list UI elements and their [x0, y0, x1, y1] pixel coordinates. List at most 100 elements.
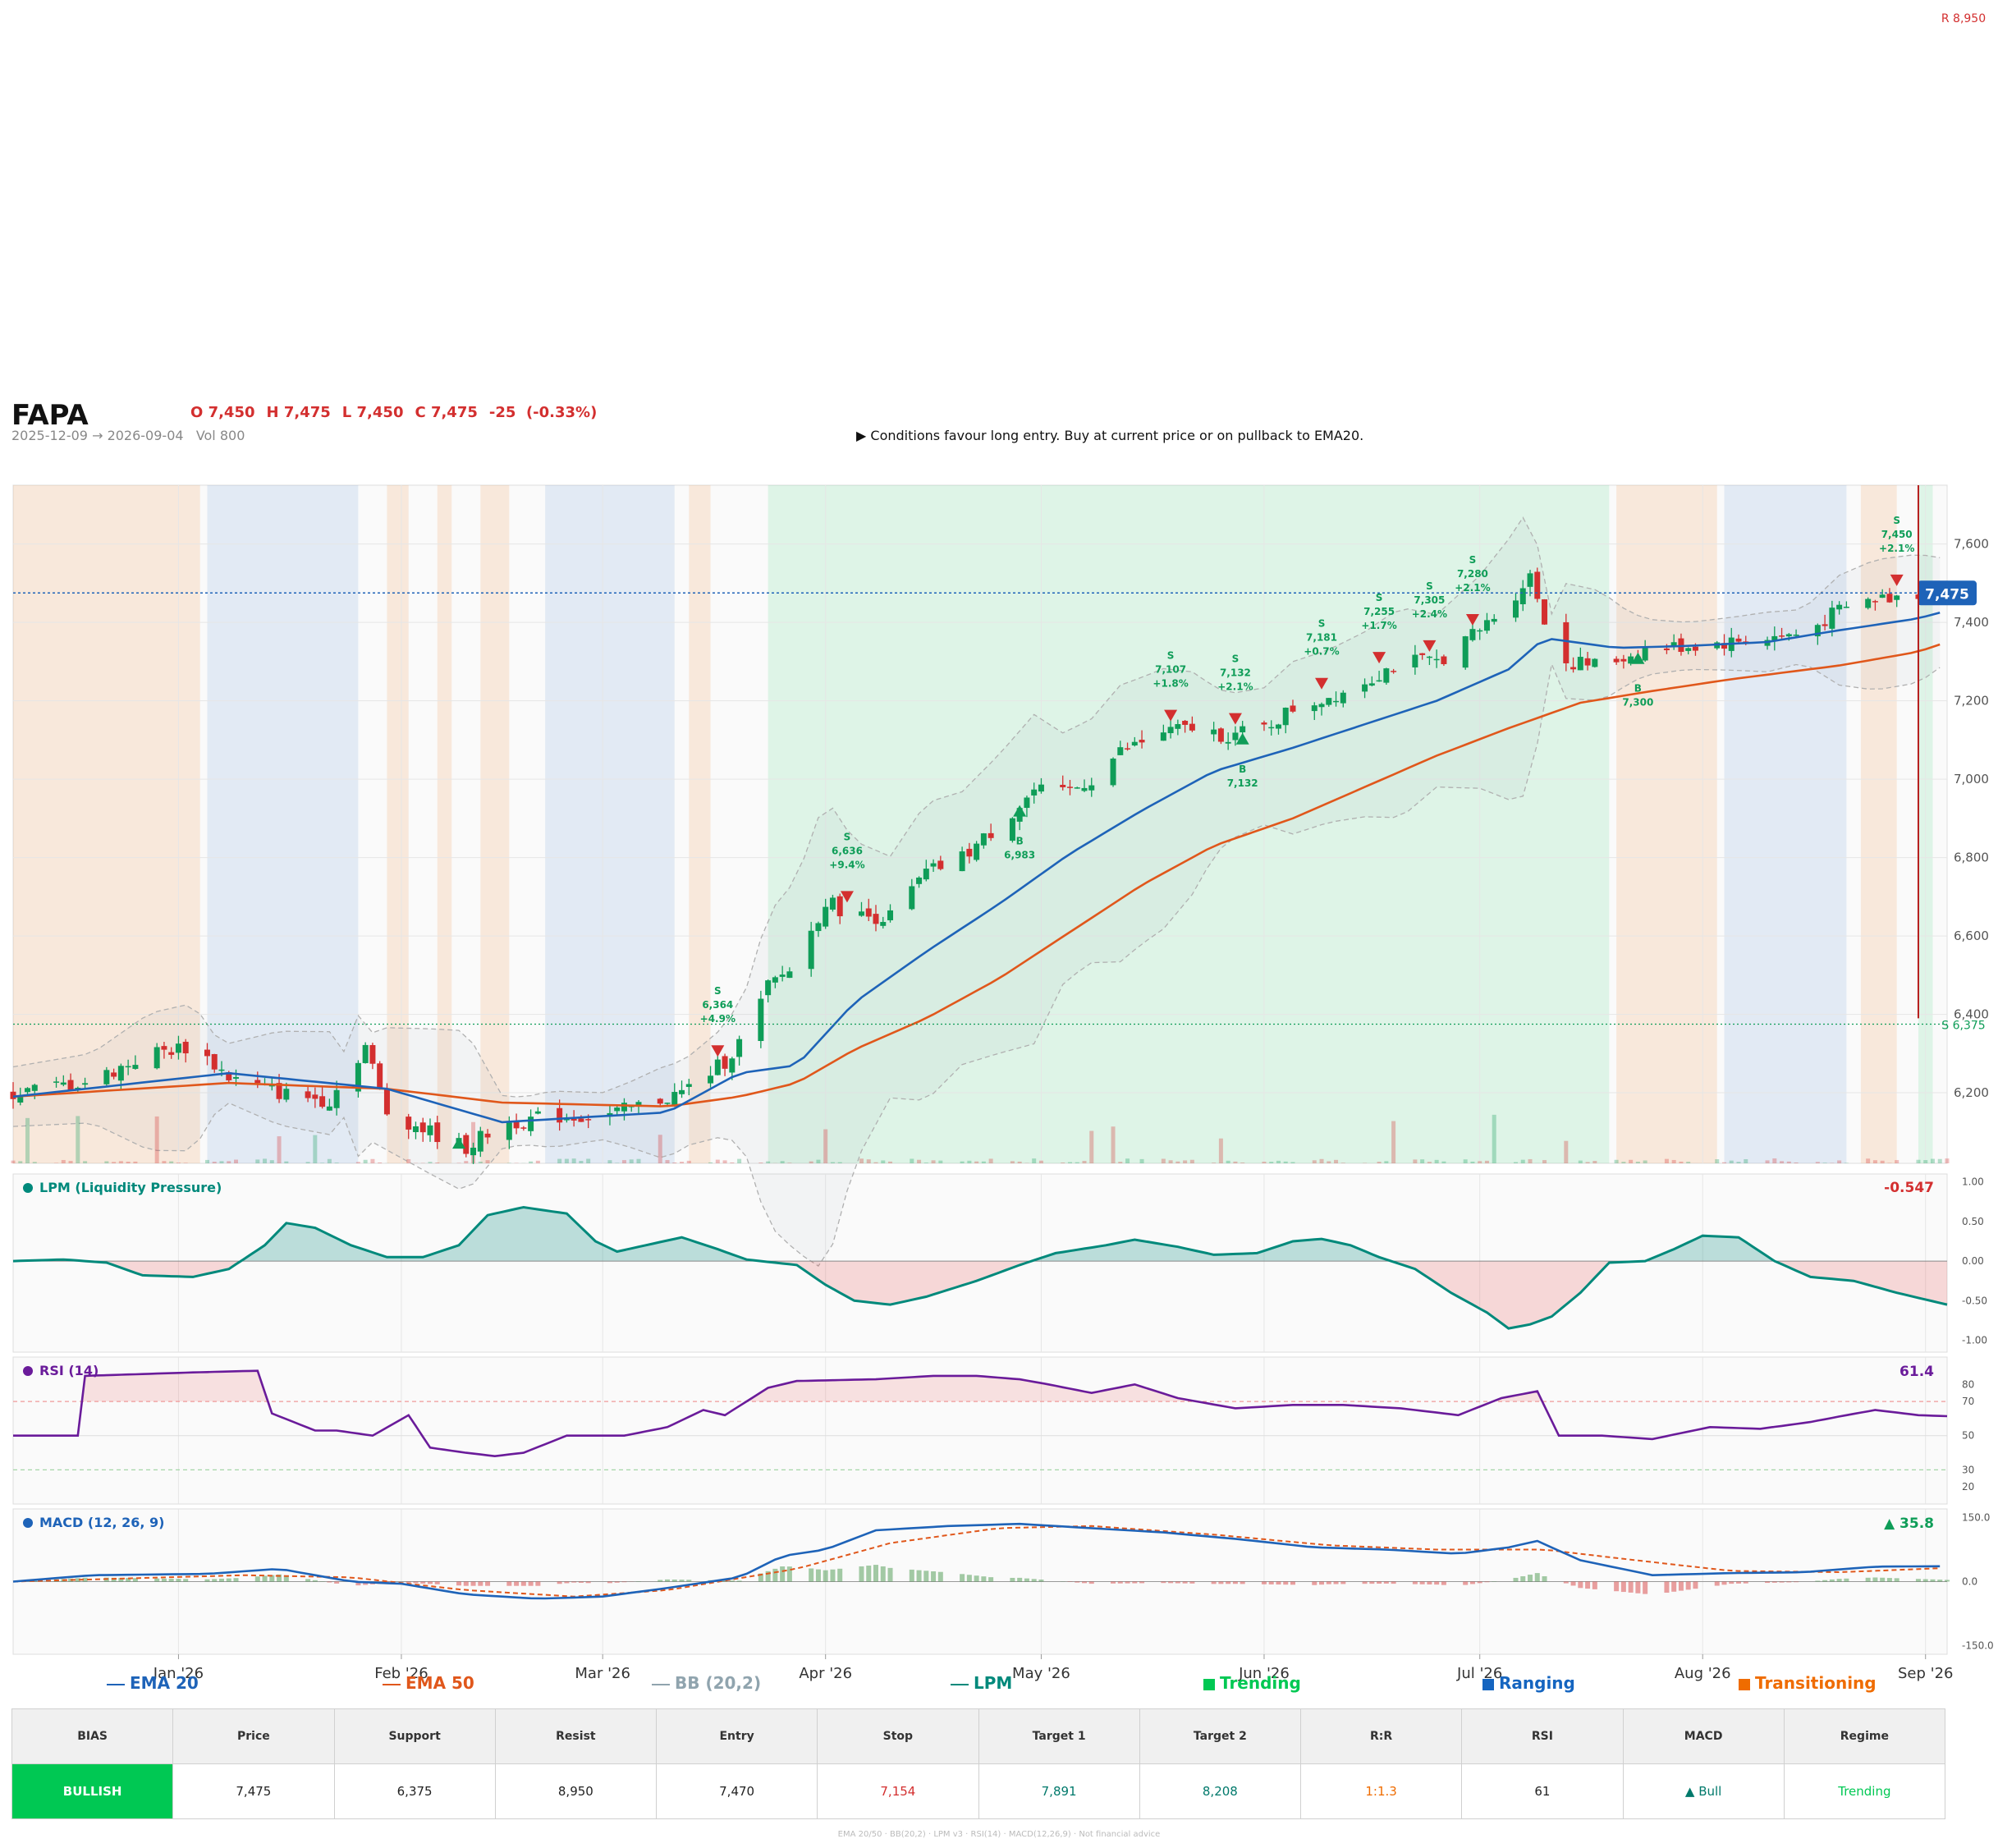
macd-histogram-bar: [277, 1574, 282, 1582]
legend-transitioning-label: Transitioning: [1755, 1673, 1877, 1693]
legend-transitioning: Transitioning: [1739, 1673, 1877, 1693]
candle-body: [557, 1107, 563, 1123]
volume-bar: [535, 1160, 540, 1163]
sell-signal-marker: [1423, 640, 1437, 652]
volume-bar: [737, 1158, 742, 1163]
candle-body: [520, 1127, 527, 1129]
candle-body: [1139, 740, 1145, 743]
signal-pct-label: +2.1%: [1455, 582, 1490, 594]
macd-histogram-bar: [931, 1571, 937, 1582]
signal-side-label: S: [1376, 592, 1383, 603]
volume-bar: [1168, 1160, 1173, 1163]
candle-body: [53, 1081, 60, 1083]
candle-body: [1822, 624, 1828, 626]
macd-value: ▲ Bull: [1622, 1763, 1785, 1819]
volume-bar: [1786, 1161, 1791, 1163]
candle-body: [161, 1046, 167, 1050]
volume-bar: [621, 1160, 626, 1163]
macd-histogram-bar: [506, 1581, 512, 1586]
volume-bar: [1478, 1161, 1482, 1163]
legend-transitioning-swatch: [1739, 1678, 1750, 1690]
signal-price-label: 7,305: [1414, 594, 1445, 606]
date-range: 2025-12-09 → 2026-09-04: [11, 428, 184, 443]
candle-body: [664, 1103, 671, 1104]
macd-histogram-bar: [1922, 1579, 1928, 1582]
macd-histogram-bar: [1477, 1581, 1482, 1584]
volume-bar: [1916, 1159, 1921, 1163]
footer-note: EMA 20/50 · BB(20,2) · LPM v3 · RSI(14) …: [837, 1830, 1161, 1839]
candle-body: [1563, 621, 1570, 663]
macd-histogram-bar: [1226, 1581, 1231, 1584]
macd-histogram-bar: [815, 1569, 821, 1582]
signal-pct-label: +2.1%: [1879, 543, 1914, 554]
candle-body: [865, 908, 872, 917]
macd-histogram-bar: [1822, 1580, 1828, 1582]
signal-side-label: S: [1167, 650, 1175, 662]
volume-bar: [406, 1158, 411, 1163]
volume-bar: [112, 1162, 117, 1163]
candle-body: [312, 1094, 318, 1099]
macd-histogram-bar: [1211, 1581, 1217, 1584]
macd-histogram-bar: [1441, 1581, 1446, 1585]
candle-body: [175, 1043, 181, 1053]
macd-histogram-bar: [1815, 1580, 1821, 1582]
candle-body: [1074, 787, 1080, 789]
macd-histogram-bar: [226, 1578, 231, 1582]
resistance-label: R 8,950: [1941, 12, 1986, 25]
rsi-current-value: 61.4: [1899, 1364, 1934, 1380]
macd-histogram-bar: [1765, 1581, 1771, 1584]
volume-bar: [888, 1161, 893, 1163]
volume-bar: [1772, 1158, 1777, 1163]
macd-histogram-bar: [1240, 1581, 1245, 1584]
macd-histogram-bar: [327, 1581, 332, 1583]
low-value: L 7,450: [341, 404, 404, 421]
volume-bar: [830, 1162, 835, 1163]
bollinger-upper: [12, 516, 1941, 1098]
candle-body: [233, 1076, 240, 1079]
volume-bar: [708, 1162, 713, 1163]
pane-price-frame: [12, 484, 1948, 1164]
volume-bar: [1872, 1160, 1877, 1163]
candle-body: [1009, 818, 1015, 841]
candle-body: [1376, 680, 1382, 682]
candle-body: [909, 886, 915, 910]
candle-body: [463, 1135, 470, 1154]
candle-body: [1131, 741, 1138, 746]
resist-value: 8,950: [494, 1763, 658, 1819]
volume-bar: [1470, 1161, 1475, 1163]
support-value: 6,375: [333, 1763, 496, 1819]
macd-histogram-bar: [528, 1581, 534, 1586]
volume-bar: [730, 1162, 735, 1163]
candle-body: [1469, 629, 1476, 640]
sell-signal-marker: [1164, 709, 1178, 722]
macd-histogram-bar: [1714, 1581, 1720, 1586]
candle-body: [736, 1039, 743, 1057]
macd-histogram-bar: [557, 1581, 562, 1584]
volume-bar: [1671, 1159, 1676, 1163]
volume-bar: [686, 1160, 691, 1163]
macd-histogram-bar: [1743, 1581, 1748, 1584]
volume-bar: [126, 1162, 131, 1163]
macd-histogram-bar: [809, 1568, 814, 1582]
volume-bar: [1528, 1158, 1533, 1163]
signal-price-label: 7,255: [1363, 606, 1395, 617]
regime-band-transitioning: [13, 485, 200, 1163]
volume-bar: [1564, 1140, 1569, 1163]
candle-body: [513, 1121, 520, 1129]
candle-body: [427, 1125, 433, 1135]
candle-body: [722, 1056, 728, 1069]
volume-bar: [1377, 1162, 1382, 1163]
volume-bar: [1621, 1162, 1626, 1163]
signal-price-label: 7,107: [1155, 664, 1186, 676]
volume-bar: [931, 1160, 936, 1163]
candle-body: [1441, 656, 1447, 665]
macd-histogram-bar: [1412, 1581, 1418, 1584]
macd-histogram-bar: [665, 1579, 671, 1582]
candle-body: [377, 1063, 383, 1088]
volume-bar: [1434, 1159, 1439, 1163]
change-value: -25 (-0.33%): [488, 404, 598, 421]
macd-histogram-bar: [1865, 1577, 1871, 1582]
macd-histogram-bar: [1771, 1581, 1777, 1583]
legend-bb: BB (20,2): [652, 1673, 761, 1693]
